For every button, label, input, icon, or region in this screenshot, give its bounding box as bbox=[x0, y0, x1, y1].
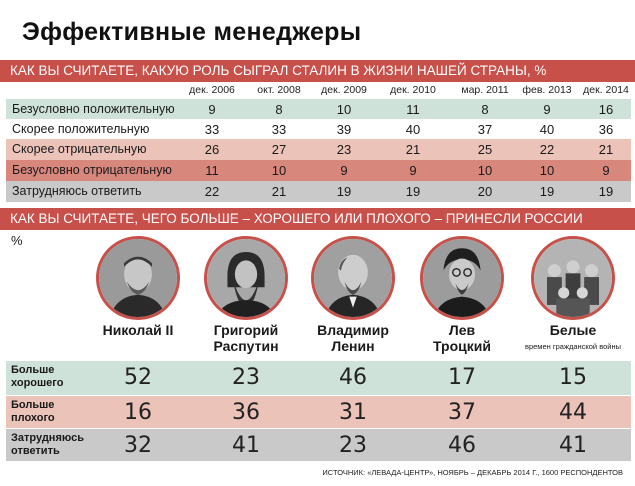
table-2-cell: 52 bbox=[124, 365, 152, 390]
table-1-cell: 25 bbox=[477, 142, 493, 157]
percent-unit-label: % bbox=[11, 233, 23, 248]
table-1-cell: 19 bbox=[539, 184, 555, 199]
section-2-heading: КАК ВЫ СЧИТАЕТЕ, ЧЕГО БОЛЬШЕ – ХОРОШЕГО … bbox=[10, 211, 583, 226]
title-area: Эффективные менеджеры bbox=[0, 0, 635, 58]
table-1-cell: 9 bbox=[543, 102, 551, 117]
table-2-cell: 23 bbox=[339, 433, 367, 458]
table-1-cell: 23 bbox=[336, 142, 352, 157]
portrait-whites bbox=[531, 236, 615, 320]
table-1-cell: 26 bbox=[204, 142, 220, 157]
portrait-trotsky bbox=[420, 236, 504, 320]
table-1-cell: 22 bbox=[539, 142, 555, 157]
table-1-cell: 10 bbox=[271, 163, 287, 178]
table-1-cell: 9 bbox=[208, 102, 216, 117]
table-1-cell: 10 bbox=[539, 163, 555, 178]
table-1-cell: 36 bbox=[598, 122, 614, 137]
person-name-lenin: Владимир Ленин bbox=[317, 322, 389, 354]
portrait-lenin-image bbox=[314, 239, 392, 317]
table-1-column-header: окт. 2008 bbox=[257, 84, 301, 96]
table-1-row: Скорее положительную 33 33 39 40 37 40 36 bbox=[6, 119, 631, 140]
portrait-rasputin-image bbox=[207, 239, 285, 317]
portrait-nicholas-ii-image bbox=[99, 239, 177, 317]
table-2-cell: 17 bbox=[448, 365, 476, 390]
table-2-cell: 44 bbox=[559, 400, 587, 425]
table-1-cell: 10 bbox=[336, 102, 352, 117]
person-subtitle-whites: времен гражданской войны bbox=[524, 342, 622, 351]
table-2-cell: 41 bbox=[232, 433, 260, 458]
table-1-cell: 19 bbox=[336, 184, 352, 199]
table-1-cell: 11 bbox=[205, 163, 219, 178]
portrait-rasputin bbox=[204, 236, 288, 320]
person-name-nicholas-ii: Николай II bbox=[102, 322, 174, 338]
table-1-cell: 27 bbox=[271, 142, 287, 157]
table-1-row: Скорее отрицательную 26 27 23 21 25 22 21 bbox=[6, 139, 631, 160]
table-2-cell: 36 bbox=[232, 400, 260, 425]
table-2-cell: 37 bbox=[448, 400, 476, 425]
person-name-whites: Белые bbox=[549, 322, 597, 338]
table-1-cell: 9 bbox=[340, 163, 348, 178]
person-name-rasputin: Григорий Распутин bbox=[213, 322, 279, 354]
table-1-cell: 37 bbox=[477, 122, 493, 137]
table-1-cell: 8 bbox=[275, 102, 283, 117]
table-1-column-header: дек. 2014 bbox=[583, 84, 629, 96]
table-1-column-header: дек. 2009 bbox=[321, 84, 367, 96]
table-2-row: Больше плохого 16 36 31 37 44 bbox=[6, 396, 631, 428]
page-title: Эффективные менеджеры bbox=[22, 18, 362, 46]
section-1-heading: КАК ВЫ СЧИТАЕТЕ, КАКУЮ РОЛЬ СЫГРАЛ СТАЛИ… bbox=[10, 63, 547, 78]
portrait-whites-image bbox=[534, 239, 612, 317]
table-1-column-headers: дек. 2006 окт. 2008 дек. 2009 дек. 2010 мар.… bbox=[0, 82, 635, 99]
table-1-cell: 11 bbox=[406, 102, 420, 117]
table-2-row-label: Затрудняюсь ответить bbox=[11, 432, 84, 457]
table-1-cell: 10 bbox=[477, 163, 493, 178]
table-1-row: Безусловно отрицательную 11 10 9 9 10 10 9 bbox=[6, 160, 631, 181]
table-2-row: Затрудняюсь ответить 32 41 23 46 41 bbox=[6, 429, 631, 461]
source-note: ИСТОЧНИК: «ЛЕВАДА-ЦЕНТР», НОЯБРЬ – ДЕКАБ… bbox=[322, 468, 623, 477]
table-1-column-header: фев. 2013 bbox=[522, 84, 572, 96]
table-1-column-header: дек. 2006 bbox=[189, 84, 235, 96]
table-2-cell: 41 bbox=[559, 433, 587, 458]
table-1-cell: 9 bbox=[409, 163, 417, 178]
table-2-cell: 16 bbox=[124, 400, 152, 425]
table-2-row-label: Больше хорошего bbox=[11, 364, 64, 389]
table-1-cell: 21 bbox=[598, 142, 614, 157]
table-1-cell: 22 bbox=[204, 184, 220, 199]
table-1-row: Безусловно положительную 9 8 10 11 8 9 16 bbox=[6, 99, 631, 120]
table-1-cell: 39 bbox=[336, 122, 352, 137]
table-1-cell: 20 bbox=[477, 184, 493, 199]
table-2-cell: 31 bbox=[339, 400, 367, 425]
table-1-row-label: Затрудняюсь ответить bbox=[12, 184, 142, 198]
table-2-cell: 32 bbox=[124, 433, 152, 458]
table-1-row-label: Скорее положительную bbox=[12, 122, 150, 136]
portrait-nicholas-ii bbox=[96, 236, 180, 320]
table-1-column-header: мар. 2011 bbox=[461, 84, 509, 96]
table-2-cell: 23 bbox=[232, 365, 260, 390]
table-1-cell: 21 bbox=[271, 184, 287, 199]
portrait-lenin bbox=[311, 236, 395, 320]
table-1-cell: 19 bbox=[598, 184, 614, 199]
table-1-cell: 40 bbox=[405, 122, 421, 137]
table-2-cell: 15 bbox=[559, 365, 587, 390]
section-1-heading-bar: КАК ВЫ СЧИТАЕТЕ, КАКУЮ РОЛЬ СЫГРАЛ СТАЛИ… bbox=[0, 60, 635, 82]
table-1-row: Затрудняюсь ответить 22 21 19 19 20 19 19 bbox=[6, 181, 631, 202]
table-2-cell: 46 bbox=[448, 433, 476, 458]
table-1-row-label: Скорее отрицательную bbox=[12, 142, 147, 156]
table-1-column-header: дек. 2010 bbox=[390, 84, 436, 96]
table-1-row-label: Безусловно положительную bbox=[12, 102, 175, 116]
portrait-trotsky-image bbox=[423, 239, 501, 317]
table-1-cell: 33 bbox=[204, 122, 220, 137]
table-2-row-label: Больше плохого bbox=[11, 399, 55, 424]
table-1-cell: 9 bbox=[602, 163, 610, 178]
table-1-cell: 16 bbox=[598, 102, 614, 117]
table-1-cell: 40 bbox=[539, 122, 555, 137]
table-2-row: Больше хорошего 52 23 46 17 15 bbox=[6, 361, 631, 395]
table-2-cell: 46 bbox=[339, 365, 367, 390]
table-1-row-label: Безусловно отрицательную bbox=[12, 163, 172, 177]
table-1-cell: 19 bbox=[405, 184, 421, 199]
table-1-cell: 21 bbox=[405, 142, 421, 157]
table-1-cell: 8 bbox=[481, 102, 489, 117]
section-2-heading-bar: КАК ВЫ СЧИТАЕТЕ, ЧЕГО БОЛЬШЕ – ХОРОШЕГО … bbox=[0, 208, 635, 230]
person-name-trotsky: Лев Троцкий bbox=[433, 322, 491, 354]
table-1-cell: 33 bbox=[271, 122, 287, 137]
